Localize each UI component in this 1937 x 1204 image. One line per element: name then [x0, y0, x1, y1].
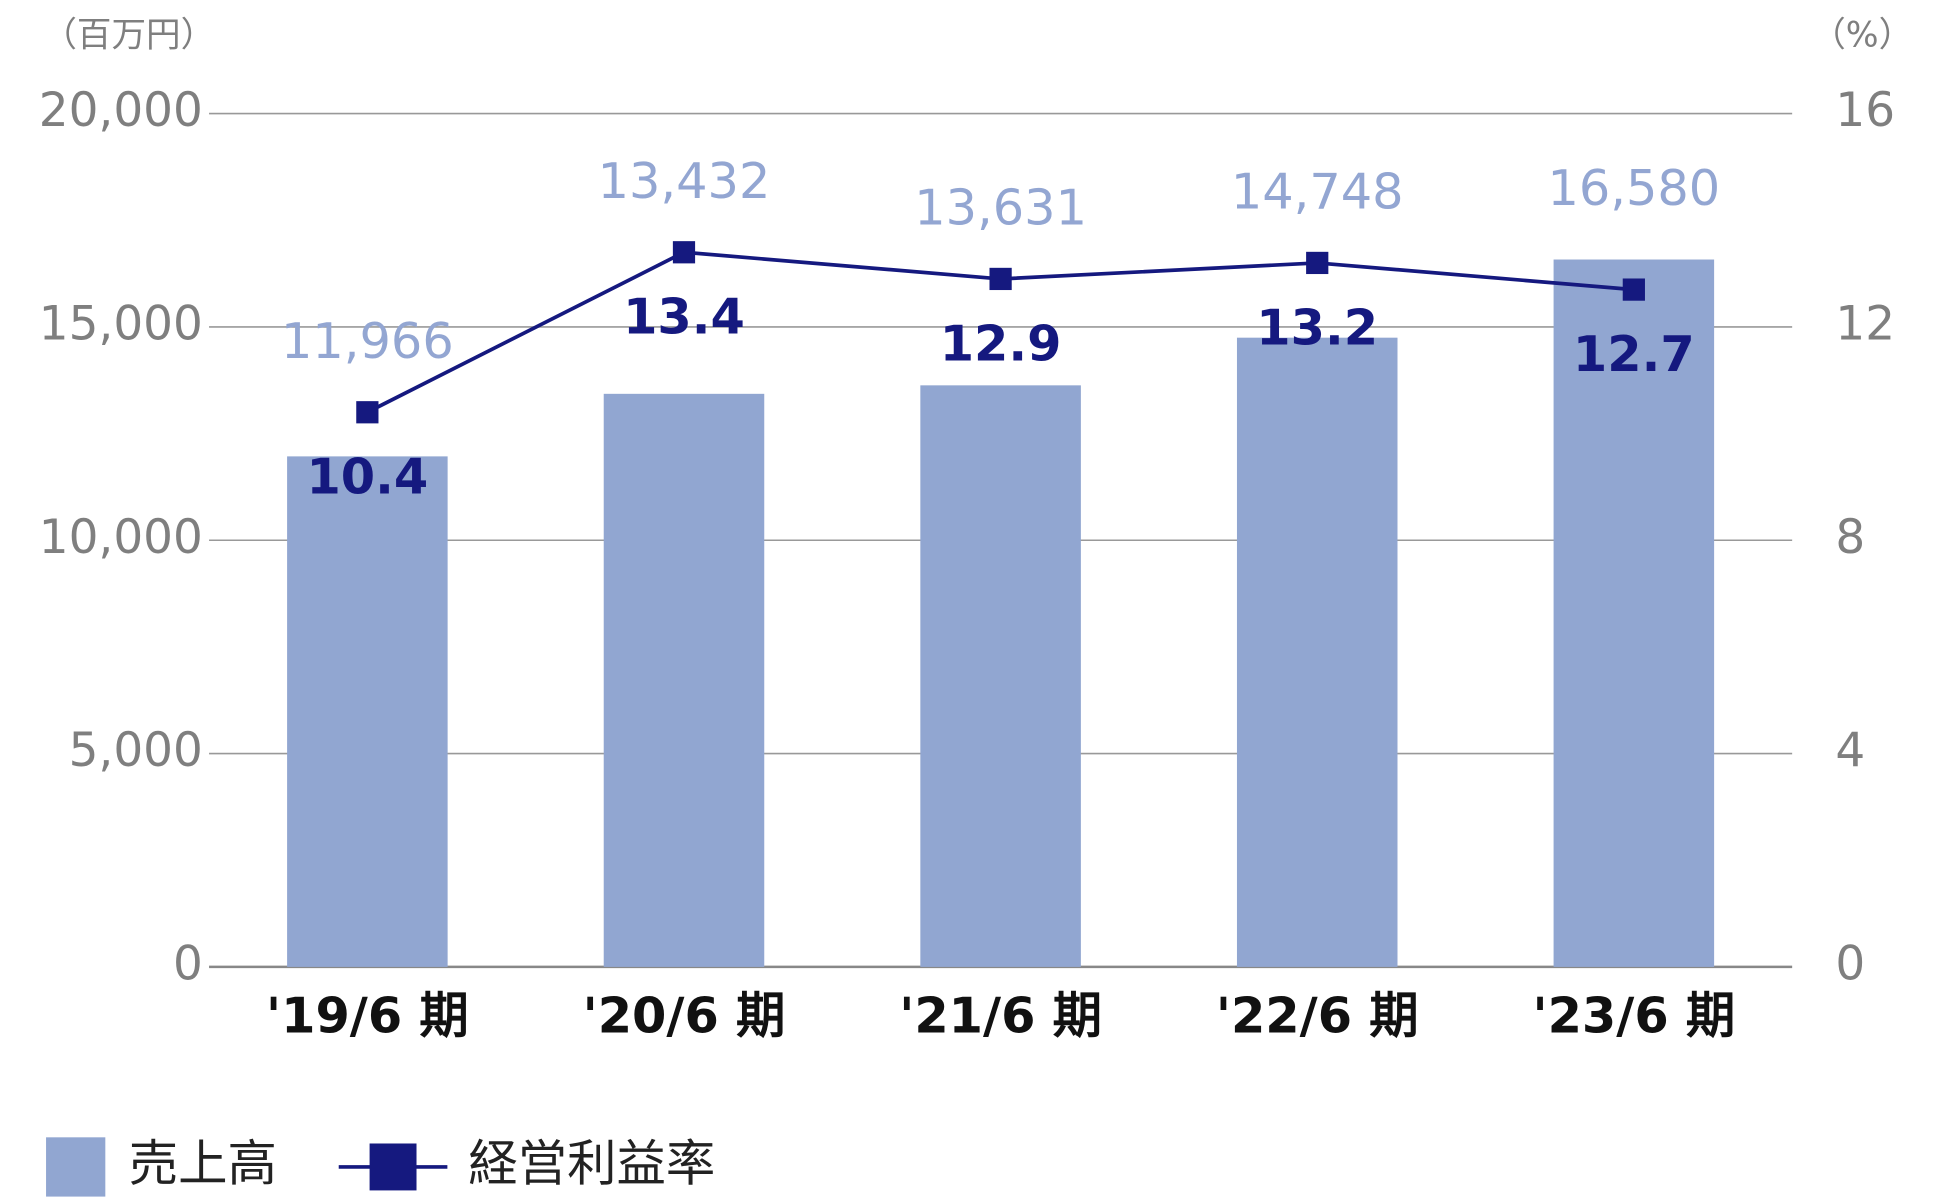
- line-value-label: 12.7: [1573, 325, 1695, 383]
- x-tick-label: '20/6 期: [583, 986, 786, 1044]
- legend-marker: [369, 1143, 417, 1191]
- line-value-label: 13.2: [1256, 298, 1378, 356]
- line-marker: [1622, 278, 1645, 301]
- y2-axis-unit: （%）: [1811, 16, 1913, 56]
- legend-swatch: [46, 1137, 106, 1197]
- y-tick-label: 5,000: [69, 723, 203, 778]
- line-marker: [1306, 251, 1329, 275]
- legend-label: 売上高: [129, 1134, 277, 1192]
- y2-tick-label: 0: [1835, 936, 1865, 991]
- bar: [1236, 337, 1398, 967]
- line-marker: [356, 401, 379, 424]
- bar-value-label: 13,631: [914, 179, 1087, 237]
- x-tick-label: '22/6 期: [1216, 986, 1419, 1044]
- bar: [603, 393, 765, 967]
- x-tick-label: '19/6 期: [266, 986, 469, 1044]
- bar-value-label: 14,748: [1231, 163, 1404, 221]
- y-tick-label: 10,000: [39, 510, 203, 565]
- y2-tick-label: 16: [1835, 83, 1895, 138]
- y2-tick-label: 4: [1835, 723, 1865, 778]
- bar: [287, 456, 448, 967]
- line-value-label: 10.4: [306, 448, 428, 506]
- x-tick-label: '23/6 期: [1532, 986, 1735, 1044]
- bar-value-label: 13,432: [598, 152, 771, 210]
- y-tick-label: 20,000: [39, 83, 203, 138]
- line-marker: [672, 241, 696, 264]
- bar: [1553, 259, 1715, 967]
- bar-value-label: 16,580: [1547, 159, 1720, 217]
- line-value-label: 12.9: [940, 314, 1062, 372]
- bar-value-label: 11,966: [281, 312, 454, 370]
- y-tick-label: 15,000: [39, 296, 203, 351]
- y2-tick-label: 12: [1835, 296, 1895, 351]
- y-tick-label: 0: [173, 936, 203, 991]
- line-value-label: 13.4: [623, 288, 745, 346]
- legend-label: 経営利益率: [468, 1134, 715, 1192]
- x-tick-label: '21/6 期: [899, 986, 1102, 1044]
- y2-tick-label: 8: [1835, 510, 1865, 565]
- bar: [920, 385, 1081, 967]
- y-axis-unit: （百万円）: [42, 16, 215, 56]
- line-marker: [989, 267, 1012, 291]
